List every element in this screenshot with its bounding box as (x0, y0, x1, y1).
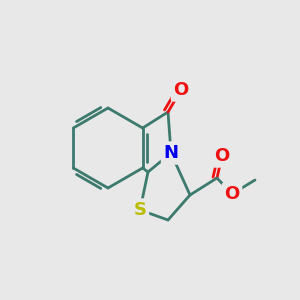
Text: O: O (214, 147, 230, 165)
Text: N: N (164, 144, 178, 162)
Text: O: O (173, 81, 189, 99)
Text: S: S (134, 201, 146, 219)
Text: O: O (224, 185, 240, 203)
